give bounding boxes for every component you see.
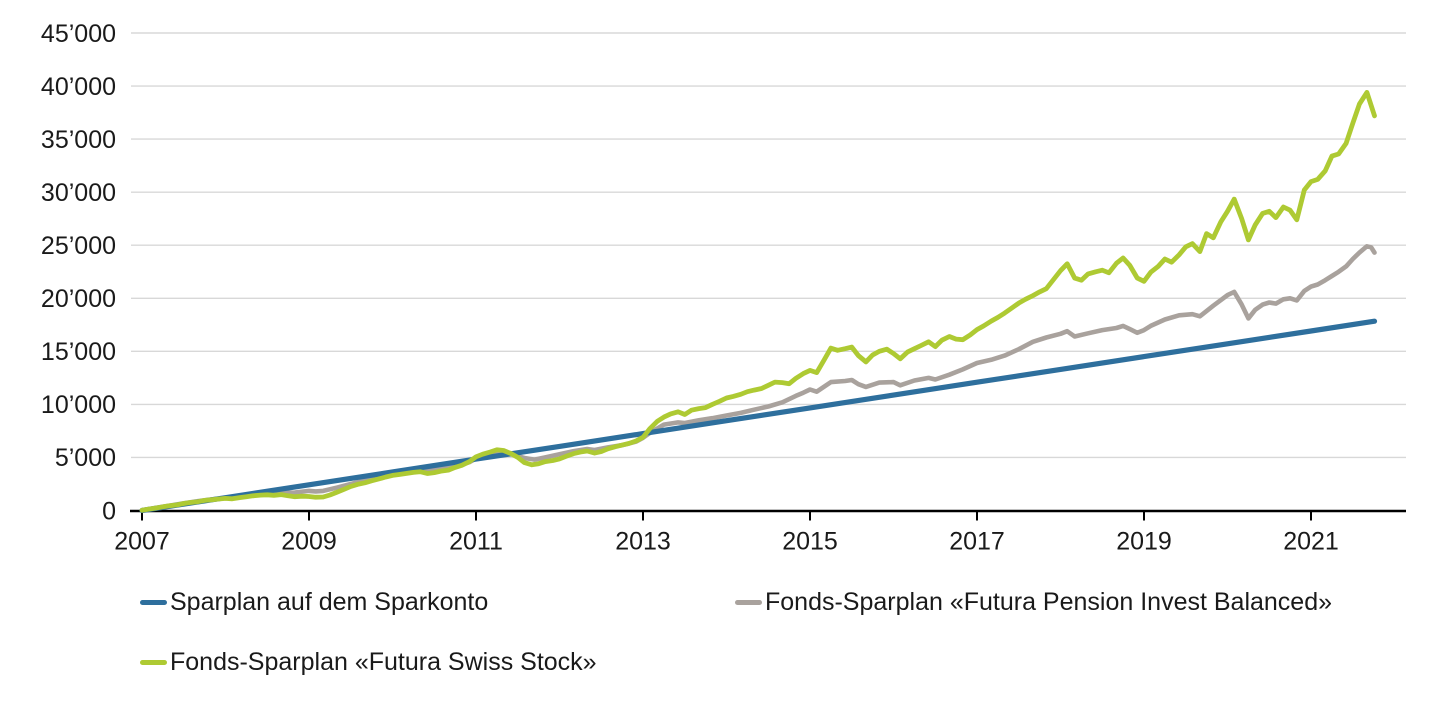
- svg-text:15’000: 15’000: [41, 338, 116, 366]
- svg-text:2011: 2011: [449, 528, 503, 556]
- svg-text:10’000: 10’000: [41, 391, 116, 419]
- svg-text:45’000: 45’000: [41, 20, 116, 48]
- legend-item-sparkonto: Sparplan auf dem Sparkonto: [140, 588, 488, 616]
- legend-label-pension-invest-balanced: Fonds-Sparplan «Futura Pension Invest Ba…: [765, 588, 1333, 616]
- legend-dash-green-icon: [140, 659, 167, 665]
- line-chart-canvas: 0 5’000 10’000 15’000 20’000 25’000 30’000 35’0…: [41, 20, 1406, 556]
- legend-dash-blue-icon: [140, 599, 167, 605]
- svg-text:2007: 2007: [114, 528, 170, 556]
- svg-text:2017: 2017: [949, 528, 1005, 556]
- svg-text:20’000: 20’000: [41, 285, 116, 313]
- svg-text:2019: 2019: [1116, 528, 1172, 556]
- svg-text:5’000: 5’000: [55, 444, 116, 472]
- legend-item-pension-invest-balanced: Fonds-Sparplan «Futura Pension Invest Ba…: [735, 588, 1332, 616]
- svg-text:2021: 2021: [1283, 528, 1339, 556]
- legend-label-futura-swiss-stock: Fonds-Sparplan «Futura Swiss Stock»: [170, 648, 597, 676]
- svg-text:0: 0: [102, 497, 116, 525]
- svg-text:2013: 2013: [615, 528, 671, 556]
- svg-text:40’000: 40’000: [41, 73, 116, 101]
- svg-text:30’000: 30’000: [41, 179, 116, 207]
- legend-dash-gray-icon: [735, 599, 762, 605]
- svg-text:35’000: 35’000: [41, 126, 116, 154]
- svg-text:2015: 2015: [782, 528, 838, 556]
- legend-item-futura-swiss-stock: Fonds-Sparplan «Futura Swiss Stock»: [140, 648, 597, 676]
- chart-legend: Sparplan auf dem Sparkonto Fonds-Sparpla…: [0, 588, 1440, 708]
- svg-text:25’000: 25’000: [41, 232, 116, 260]
- svg-text:2009: 2009: [281, 528, 337, 556]
- legend-label-sparkonto: Sparplan auf dem Sparkonto: [170, 588, 489, 616]
